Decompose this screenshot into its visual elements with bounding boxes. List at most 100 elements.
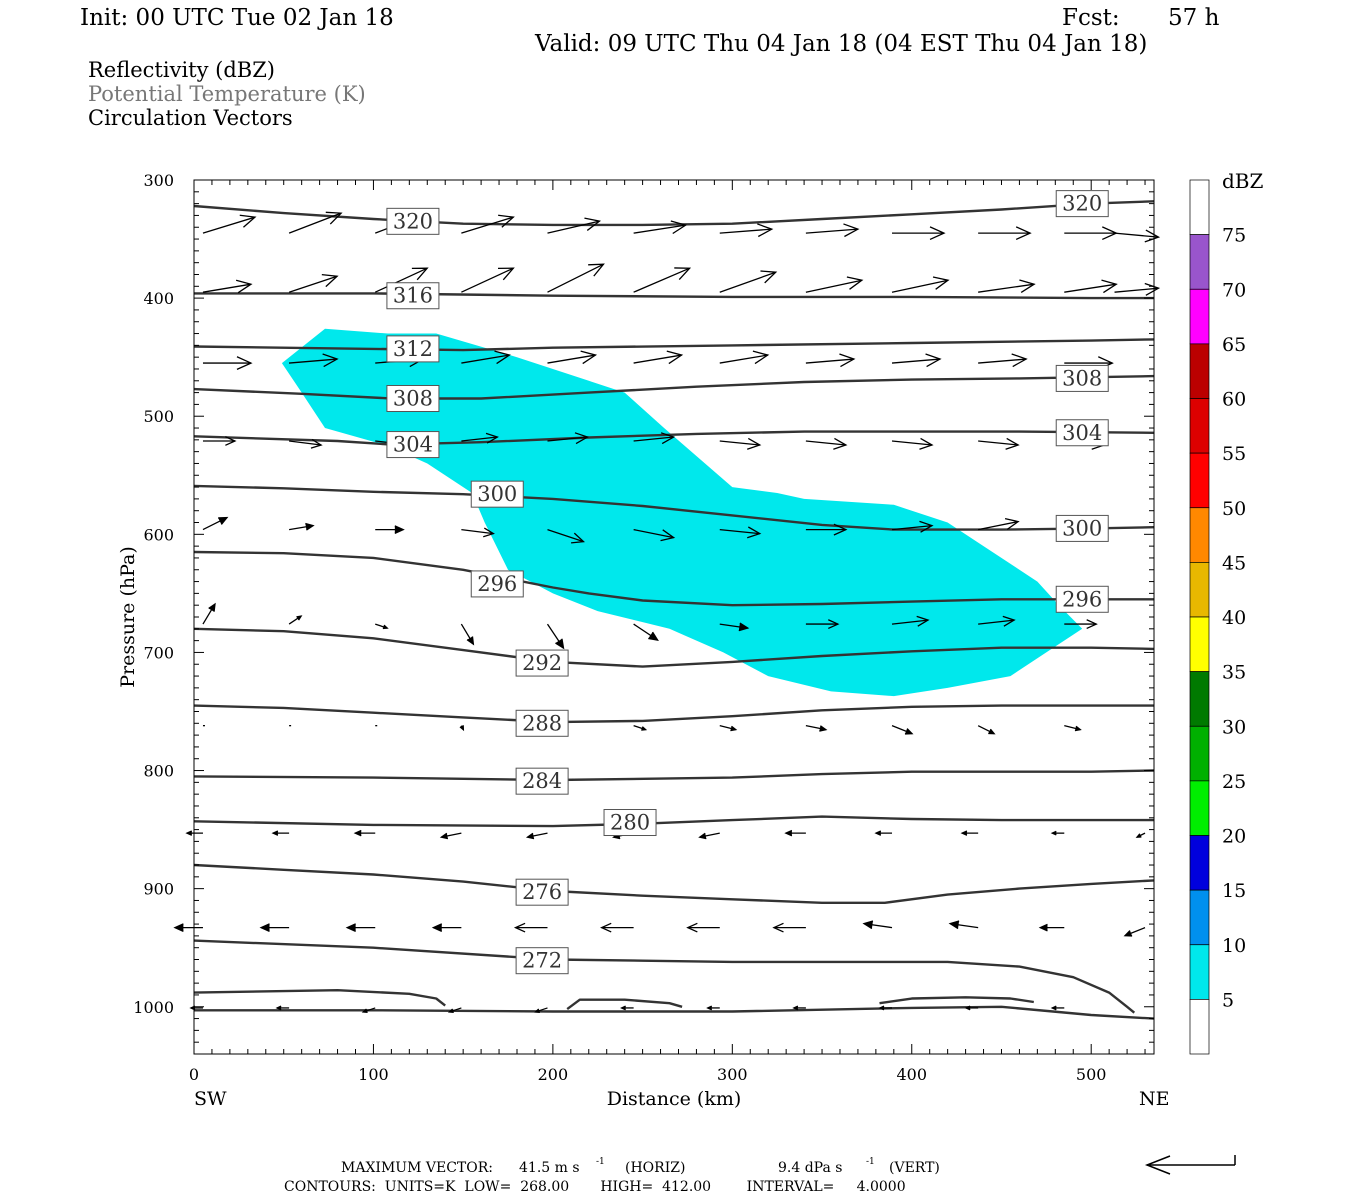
isotherm-label: 300	[470, 480, 524, 508]
isotherm-label: 296	[1055, 585, 1109, 613]
circulation-vector	[805, 523, 848, 536]
colorbar-label: 10	[1222, 935, 1246, 957]
circulation-vector	[719, 526, 762, 539]
isotherm-label-text: 320	[393, 209, 433, 233]
circulation-vector	[202, 516, 229, 531]
x-tick-label: 300	[717, 1065, 748, 1084]
isotherm-label: 300	[1055, 514, 1109, 542]
circulation-vector	[288, 522, 315, 531]
isotherm-label-box	[1055, 364, 1109, 392]
isotherm-label-text: 312	[393, 337, 433, 361]
circulation-vector	[719, 437, 762, 450]
circulation-vector	[1050, 1005, 1065, 1011]
circulation-vector	[719, 270, 778, 293]
isotherm-label-text: 284	[522, 769, 562, 793]
vert-tag: (VERT)	[889, 1160, 940, 1176]
circulation-vector	[633, 528, 676, 542]
circulation-vector	[546, 623, 565, 650]
isotherm-line	[193, 550, 1154, 607]
circulation-vector	[719, 725, 738, 732]
circulation-vector	[719, 350, 770, 365]
circulation-vector	[1064, 619, 1098, 629]
field-circulation-vectors: Circulation Vectors	[88, 106, 293, 130]
circulation-vector	[461, 432, 499, 444]
circulation-vector	[805, 353, 856, 368]
circulation-vector	[547, 432, 590, 445]
circulation-vector	[891, 520, 934, 533]
isotherm-line	[193, 989, 446, 1007]
circulation-vector	[1123, 927, 1146, 937]
isotherm-label: 316	[386, 282, 440, 310]
isotherm-label: 276	[515, 878, 569, 906]
circulation-vector	[878, 1005, 893, 1011]
isotherm-line	[194, 292, 1154, 300]
circulation-vector	[202, 279, 253, 294]
isotherm-label-box	[515, 878, 569, 906]
x-tick-label: 400	[896, 1065, 927, 1084]
y-axis-title: Pressure (hPa)	[117, 546, 139, 688]
circulation-vector	[633, 432, 676, 445]
circulation-vector	[345, 923, 376, 932]
isotherm-label: 292	[515, 649, 569, 677]
isotherm-label-text: 304	[393, 433, 433, 457]
isotherm-label: 320	[1055, 190, 1109, 218]
vert-exponent: -1	[866, 1157, 875, 1167]
circulation-vector	[978, 615, 1016, 627]
isotherm-label-box	[1055, 585, 1109, 613]
circulation-vector	[805, 276, 864, 293]
circulation-vector	[461, 350, 511, 365]
circulation-vector	[805, 725, 828, 732]
circulation-vector	[547, 528, 585, 544]
circulation-vector	[686, 922, 720, 933]
circulation-vector	[525, 832, 548, 840]
isotherm-line	[193, 769, 1155, 782]
circulation-vector	[447, 1007, 462, 1014]
circulation-vector	[375, 623, 389, 630]
circulation-vector	[289, 353, 339, 368]
isotherm-label: 304	[1055, 419, 1109, 447]
circulation-vector	[374, 267, 429, 293]
y-tick-label: 400	[143, 289, 174, 308]
colorbar-swatch	[1189, 725, 1210, 782]
colorbar-swatch	[1189, 999, 1210, 1055]
y-tick-label: 700	[143, 643, 174, 662]
circulation-vector	[431, 923, 462, 932]
x-axis-title: Distance (km)	[607, 1088, 742, 1110]
colorbar-label: 65	[1222, 334, 1246, 356]
contours-info: CONTOURS: UNITS=K LOW= 268.00 HIGH= 412.…	[284, 1179, 906, 1195]
circulation-vector	[202, 436, 237, 446]
circulation-vector	[620, 1005, 634, 1011]
isotherm-label-text: 288	[522, 711, 562, 735]
isotherm-label-box	[1055, 190, 1109, 218]
isotherm-label-box	[603, 809, 657, 837]
circulation-vector	[185, 830, 203, 836]
circulation-vector	[978, 437, 1020, 450]
isotherm-label-text: 304	[1062, 421, 1102, 445]
y-tick-label: 300	[143, 171, 174, 190]
colorbar-title: dBZ	[1222, 169, 1264, 193]
isotherm-label-box	[386, 207, 440, 235]
isotherm-label-text: 300	[477, 482, 517, 506]
circulation-vector	[948, 920, 979, 930]
circulation-vector	[633, 725, 648, 731]
circulation-vector	[1064, 279, 1118, 294]
circulation-vector	[891, 353, 942, 368]
isotherm-label: 280	[603, 809, 657, 837]
circulation-vector	[288, 211, 343, 234]
isotherm-line	[193, 200, 1155, 227]
colorbar-swatch	[1189, 944, 1210, 1000]
circulation-vector	[977, 725, 996, 735]
isotherm-label-box	[1055, 419, 1109, 447]
circulation-vector	[547, 350, 598, 365]
horiz-exponent: -1	[596, 1157, 605, 1167]
circulation-vector	[259, 923, 290, 932]
y-tick-label: 500	[143, 407, 174, 426]
isotherm-label: 296	[470, 570, 524, 598]
y-tick-label: 900	[143, 880, 174, 899]
circulation-vector	[633, 220, 688, 235]
isotherm-label: 308	[1055, 364, 1109, 392]
isotherm-label-text: 320	[1062, 192, 1102, 216]
isotherm-label: 284	[515, 767, 569, 795]
isotherm-label-text: 296	[1062, 587, 1102, 611]
isotherm-label-box	[470, 480, 524, 508]
